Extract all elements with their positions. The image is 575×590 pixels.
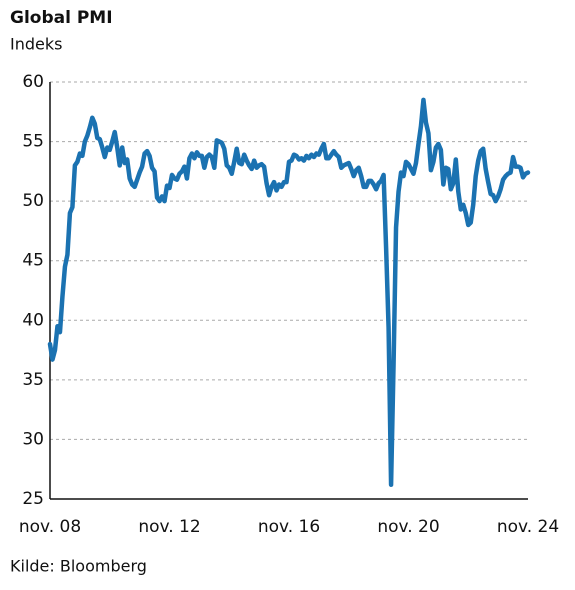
x-tick-label: nov. 24 <box>497 517 559 537</box>
data-line <box>47 97 531 487</box>
y-tick-label: 35 <box>22 370 44 390</box>
source-note: Kilde: Bloomberg <box>10 557 147 576</box>
y-tick-label: 50 <box>22 191 44 211</box>
chart-subtitle: Indeks <box>10 35 62 54</box>
chart-title: Global PMI <box>10 8 113 28</box>
y-tick-label: 40 <box>22 310 44 330</box>
x-tick-label: nov. 12 <box>138 517 200 537</box>
y-tick-label: 55 <box>22 132 44 152</box>
x-tick-label: nov. 20 <box>377 517 439 537</box>
x-tick-label: nov. 08 <box>19 517 81 537</box>
y-tick-label: 25 <box>22 489 44 509</box>
y-tick-label: 60 <box>22 72 44 92</box>
y-tick-label: 30 <box>22 429 44 449</box>
x-tick-label: nov. 16 <box>258 517 320 537</box>
y-tick-label: 45 <box>22 251 44 271</box>
